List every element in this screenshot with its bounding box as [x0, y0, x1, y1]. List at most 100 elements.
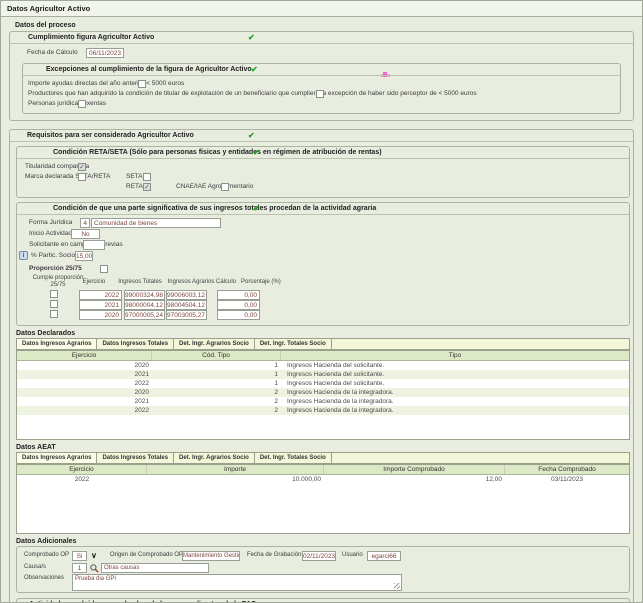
- tabstrip-filler: [332, 453, 629, 463]
- causas-field[interactable]: Otras causas: [101, 563, 209, 573]
- section-header-cumplimiento: Cumplimiento figura Agricultor Activo: [10, 32, 633, 44]
- origen-comprobado-field[interactable]: Mantenimiento Gestión: [182, 551, 240, 561]
- seta-checkbox[interactable]: [143, 173, 151, 181]
- section-label-datos-aeat: Datos AEAT: [16, 444, 56, 451]
- cell-ejercicio: 2021: [134, 398, 149, 405]
- ingresos-totales-field[interactable]: 97000005,24: [124, 310, 165, 320]
- cell-tipo: Ingresos Hacienda de la integradora.: [287, 389, 394, 396]
- fecha-grabacion-field[interactable]: 02/11/2023: [302, 551, 336, 561]
- cumple-checkbox[interactable]: [50, 310, 58, 318]
- marca-seta-reta-label: Marca declarada SETA/RETA: [25, 173, 111, 180]
- tab-det-ingr-totales-socio[interactable]: Det. Ingr. Totales Socio: [255, 453, 332, 463]
- header-importe-comprobado: Importe Comprobado: [324, 465, 505, 474]
- chevron-down-icon[interactable]: ∨: [91, 551, 97, 560]
- table-row[interactable]: 2021 2 Ingresos Hacienda de la integrado…: [17, 397, 629, 406]
- ingresos-agrarios-field[interactable]: 99006003,12: [166, 290, 207, 300]
- ingresos-agrarios-field[interactable]: 98004504,12: [166, 300, 207, 310]
- ejercicio-field[interactable]: 2021: [79, 300, 122, 310]
- excepcion-importe-label: Importe ayudas directas del año anterior…: [28, 80, 185, 87]
- cell-importe-comprobado: 12,00: [485, 476, 502, 483]
- excepcion-importe-checkbox[interactable]: [138, 80, 146, 88]
- cell-cod-tipo: 2: [274, 398, 278, 405]
- section-label-datos-declarados: Datos Declarados: [16, 330, 76, 337]
- ejercicio-field[interactable]: 2022: [79, 290, 122, 300]
- check-icon: [251, 64, 261, 75]
- excepcion-productores-checkbox[interactable]: [316, 90, 324, 98]
- ingresos-totales-field[interactable]: 99000324,98: [124, 290, 165, 300]
- resize-handle[interactable]: [394, 583, 400, 589]
- cnae-agro-checkbox[interactable]: [221, 183, 229, 191]
- cell-cod-tipo: 2: [274, 407, 278, 414]
- partic-socio-field[interactable]: 15,00: [75, 251, 93, 261]
- tab-det-ingr-agrarios-socio[interactable]: Det. Ingr. Agrarios Socio: [174, 453, 255, 463]
- col-cumple-proporcion: Cumple proporción 25/75: [27, 275, 89, 289]
- col-cumple-line2: 25/75: [50, 282, 66, 288]
- inicio-actividad-field[interactable]: No: [71, 229, 100, 239]
- table-row[interactable]: 2022 10.000,00 12,00 03/11/2023: [17, 475, 629, 484]
- cell-ejercicio: 2022: [74, 476, 90, 483]
- forma-juridica-code-field[interactable]: 4: [80, 218, 90, 228]
- table-row[interactable]: 2020 2 Ingresos Hacienda de la integrado…: [17, 388, 629, 397]
- causas-label: Causa/s: [24, 564, 47, 570]
- tab-datos-ingresos-agrarios[interactable]: Datos Ingresos Agrarios: [17, 339, 98, 349]
- excepcion-row: Productores que han adquirido la condici…: [23, 90, 620, 100]
- ingresos-agrarios-field[interactable]: 97003005,27: [166, 310, 207, 320]
- porcentaje-field[interactable]: 0,00: [217, 290, 260, 300]
- declarados-table-header: Ejercicio Cód. Tipo Tipo: [17, 351, 629, 361]
- tab-datos-ingresos-totales[interactable]: Datos Ingresos Totales: [97, 453, 175, 463]
- partic-socio-row: i % Partic. Socio 15,00: [17, 251, 629, 263]
- titularidad-checkbox[interactable]: [78, 163, 86, 171]
- check-icon: [259, 599, 269, 602]
- check-icon: [253, 203, 263, 214]
- porcentaje-field[interactable]: 0,00: [217, 310, 260, 320]
- observaciones-textarea[interactable]: Prueba dia GPI: [72, 574, 402, 591]
- ejercicio-field[interactable]: 2020: [79, 310, 122, 320]
- titularidad-label: Titularidad compartida: [25, 163, 90, 170]
- table-row[interactable]: 2021 1 Ingresos Hacienda del solicitante…: [17, 370, 629, 379]
- forma-juridica-field[interactable]: Comunidad de bienes: [91, 218, 221, 228]
- table-row[interactable]: 2020 1 Ingresos Hacienda del solicitante…: [17, 361, 629, 370]
- info-icon[interactable]: i: [19, 251, 28, 260]
- search-icon[interactable]: [90, 564, 99, 575]
- comprobado-op-select[interactable]: Si: [72, 551, 87, 561]
- marca-checkbox[interactable]: [78, 173, 86, 181]
- reta-row: RETA CNAE/IAE Agroalimentario: [17, 183, 629, 193]
- inicio-actividad-row: Inicio Actividad Agraria No: [17, 229, 629, 240]
- cumple-checkbox[interactable]: [50, 290, 58, 298]
- usuario-field[interactable]: egarci66: [367, 551, 401, 561]
- aeat-tabstrip: Datos Ingresos Agrarios Datos Ingresos T…: [16, 452, 630, 464]
- section-header-requisitos: Requisitos para ser considerado Agricult…: [10, 130, 633, 142]
- proporcion-checkbox[interactable]: [100, 265, 108, 273]
- header-importe: Importe: [147, 465, 324, 474]
- campanas-previas-field[interactable]: [83, 240, 105, 250]
- forma-juridica-label: Forma Jurídica: [29, 219, 73, 226]
- fecha-calculo-label: Fecha de Cálculo: [27, 49, 78, 56]
- tab-det-ingr-totales-socio[interactable]: Det. Ingr. Totales Socio: [255, 339, 332, 349]
- cumplimiento-header-label: Cumplimiento figura Agricultor Activo: [28, 34, 155, 41]
- tab-datos-ingresos-agrarios[interactable]: Datos Ingresos Agrarios: [17, 453, 98, 463]
- reta-checkbox[interactable]: [143, 183, 151, 191]
- proporcion-row: Proporción 25/75: [17, 265, 629, 275]
- cell-ejercicio: 2022: [134, 407, 149, 414]
- causas-code-field[interactable]: 1: [72, 563, 87, 573]
- campanas-previas-label: Solicitante en campañas previas: [29, 241, 123, 248]
- cell-tipo: Ingresos Hacienda del solicitante.: [287, 371, 385, 378]
- excepcion-personas-checkbox[interactable]: [78, 100, 86, 108]
- section-header-excepciones: Excepciones al cumplimiento de la figura…: [23, 64, 620, 76]
- ingresos-totales-field[interactable]: 98000004,12: [124, 300, 165, 310]
- porcentaje-field[interactable]: 0,00: [217, 300, 260, 310]
- table-row[interactable]: 2022 2 Ingresos Hacienda de la integrado…: [17, 406, 629, 415]
- tab-det-ingr-agrarios-socio[interactable]: Det. Ingr. Agrarios Socio: [174, 339, 255, 349]
- excepcion-productores-label: Productores que han adquirido la condici…: [28, 90, 477, 97]
- table-row[interactable]: 2022 1 Ingresos Hacienda del solicitante…: [17, 379, 629, 388]
- header-ejercicio: Ejercicio: [17, 465, 147, 474]
- cell-tipo: Ingresos Hacienda del solicitante.: [287, 362, 385, 369]
- reta-seta-header-label: Condición RETA/SETA (Sólo para personas …: [53, 149, 382, 156]
- cell-cod-tipo: 1: [274, 371, 278, 378]
- section-header-ingresos: Condición de que una parte significativa…: [17, 203, 629, 215]
- cell-importe: 10.000,00: [292, 476, 321, 483]
- cumple-checkbox[interactable]: [50, 300, 58, 308]
- tab-datos-ingresos-totales[interactable]: Datos Ingresos Totales: [97, 339, 175, 349]
- fecha-calculo-field[interactable]: 06/11/2023: [86, 48, 124, 58]
- cell-cod-tipo: 1: [274, 380, 278, 387]
